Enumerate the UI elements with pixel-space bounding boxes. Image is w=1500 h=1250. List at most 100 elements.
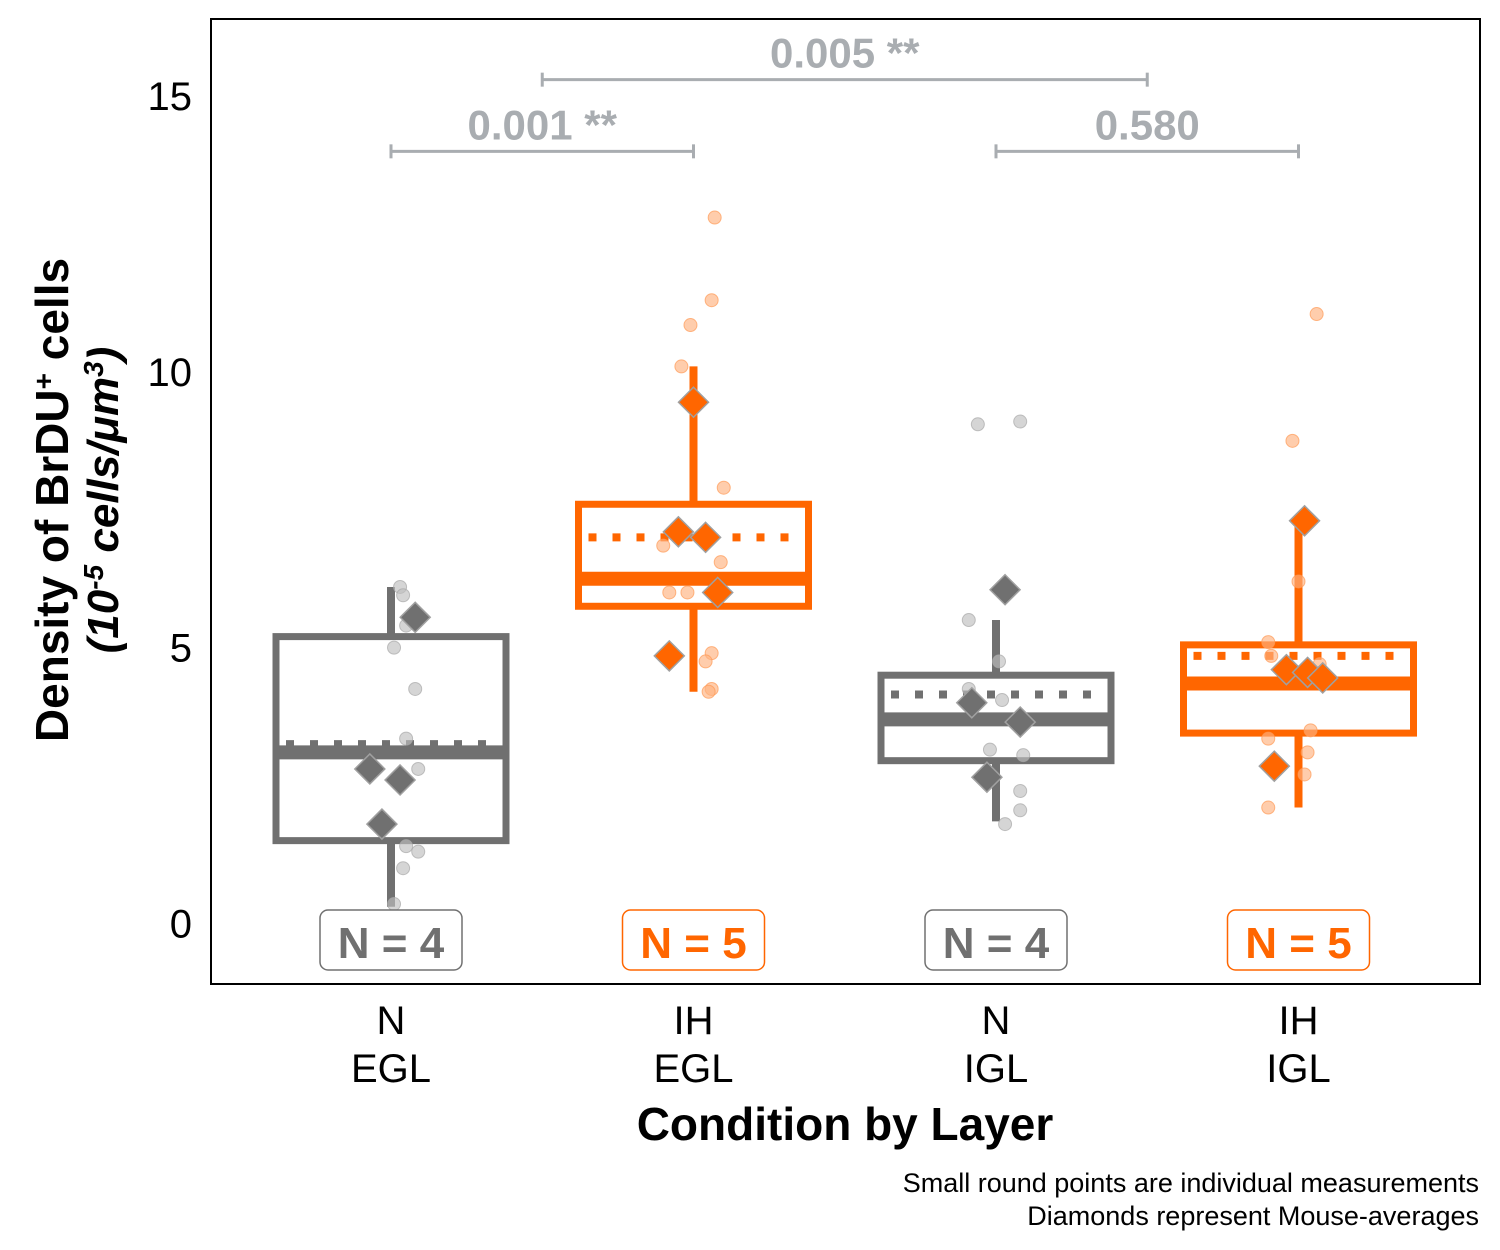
measurement-point	[396, 588, 411, 603]
y-unit-mid: cells/μm	[79, 377, 128, 565]
measurement-point	[998, 817, 1013, 832]
mouse-average-diamonds	[353, 386, 1339, 841]
mouse-average-diamond	[1306, 661, 1339, 695]
x-category-label-top: N	[377, 999, 406, 1043]
mouse-average-diamond	[365, 808, 398, 841]
measurement-point	[1285, 433, 1300, 448]
measurement-point	[701, 684, 716, 699]
measurement-point	[683, 318, 698, 333]
mouse-average-diamond	[662, 515, 695, 548]
caption-line-1: Small round points are individual measur…	[903, 1168, 1479, 1198]
measurement-point	[656, 538, 671, 553]
measurement-point	[1261, 800, 1276, 815]
x-category-label-bottom: IGL	[964, 1047, 1028, 1091]
measurement-point	[1261, 635, 1276, 650]
measurement-point	[970, 417, 985, 432]
measurement-point	[399, 731, 414, 746]
mouse-average-diamond	[1004, 706, 1037, 739]
measurement-point	[1300, 745, 1315, 760]
y-tick-label: 5	[170, 627, 192, 671]
measurement-point	[961, 613, 976, 628]
n-label-box	[1226, 909, 1371, 971]
y-unit-post: )	[79, 347, 128, 366]
measurement-point	[1264, 648, 1279, 663]
caption-line-2: Diamonds represent Mouse-averages	[1027, 1201, 1479, 1231]
x-category-label-bottom: EGL	[351, 1047, 431, 1091]
n-label-box	[621, 909, 766, 971]
measurement-point	[1291, 574, 1306, 589]
measurement-point	[716, 480, 731, 495]
mouse-average-diamond	[353, 752, 386, 786]
mouse-average-diamond	[653, 639, 686, 672]
measurement-point	[674, 359, 689, 374]
x-category-label-bottom: IGL	[1266, 1047, 1330, 1091]
measurement-point	[411, 844, 426, 859]
svg-text:Density of BrDU+ cells: Density of BrDU+ cells	[26, 258, 78, 742]
measurement-point	[396, 861, 411, 876]
n-label-box	[924, 909, 1068, 971]
measurement-point	[995, 693, 1010, 708]
measurement-point	[698, 654, 713, 669]
measurement-point	[662, 585, 677, 600]
y-title-main: Density of BrDU	[26, 389, 78, 742]
y-unit-sup2: 3	[78, 361, 109, 377]
measurement-point	[1303, 723, 1318, 738]
measurement-point	[1261, 731, 1276, 746]
x-axis-title: Condition by Layer	[637, 1098, 1054, 1150]
svg-text:(10-5 cells/μm3): (10-5 cells/μm3)	[78, 347, 129, 654]
y-tick-label: 10	[148, 351, 193, 395]
measurement-point	[982, 742, 997, 757]
y-unit-sup1: -5	[78, 564, 109, 589]
n-label-box	[319, 909, 463, 971]
box	[575, 500, 812, 610]
mouse-average-diamond	[384, 763, 417, 797]
significance-brackets: 0.001 ** 0.005 ** 0.580	[389, 30, 1300, 159]
x-category-label-top: IH	[674, 999, 714, 1043]
x-category-label-bottom: EGL	[653, 1047, 733, 1091]
mouse-average-diamond	[399, 601, 432, 634]
measurement-point	[1013, 784, 1028, 798]
y-title-sup: +	[28, 373, 59, 389]
p-value-label: 0.005 **	[770, 30, 920, 77]
y-unit-pre: (10	[79, 589, 128, 653]
measurement-point	[1013, 414, 1028, 429]
sample-size-labels: N = 4 N = 5 N = 4 N = 5	[319, 909, 1371, 971]
mouse-average-diamond	[1258, 750, 1291, 783]
measurement-point	[1297, 767, 1312, 782]
p-value-label: 0.001 **	[468, 101, 618, 148]
box-plots	[272, 366, 1417, 907]
mouse-average-diamond	[970, 761, 1003, 794]
p-value-label: 0.580	[1095, 101, 1200, 148]
y-title-rest: cells	[26, 258, 78, 373]
mouse-average-diamond	[701, 576, 734, 609]
y-tick-label: 15	[148, 75, 193, 119]
n-label: N = 4	[338, 919, 445, 968]
mouse-average-diamond	[1288, 504, 1321, 537]
measurement-point	[1013, 803, 1028, 818]
mouse-average-diamond	[955, 686, 988, 719]
measurement-point	[387, 640, 402, 655]
y-axis-title: Density of BrDU+ cells (10-5 cells/μm3)	[26, 258, 128, 742]
n-label: N = 5	[640, 919, 746, 968]
mouse-average-diamond	[989, 573, 1022, 606]
box	[272, 633, 510, 845]
plot-panel	[210, 18, 1481, 985]
measurement-point	[1309, 307, 1324, 322]
x-category-label-top: IH	[1279, 999, 1319, 1043]
mouse-average-diamond	[677, 386, 710, 419]
measurement-point	[411, 761, 426, 776]
measurement-point	[1016, 748, 1031, 763]
n-label: N = 4	[943, 919, 1050, 968]
mouse-average-diamond	[1270, 653, 1303, 686]
y-tick-label: 0	[170, 902, 192, 946]
x-category-label-top: N	[982, 999, 1011, 1043]
measurement-point	[680, 585, 695, 600]
n-label: N = 5	[1245, 919, 1351, 968]
measurement-points	[387, 210, 1327, 912]
measurement-point	[408, 681, 423, 696]
measurement-point	[387, 897, 402, 912]
y-axis-ticks: 0 5 10 15	[148, 75, 193, 946]
measurement-point	[399, 839, 414, 854]
